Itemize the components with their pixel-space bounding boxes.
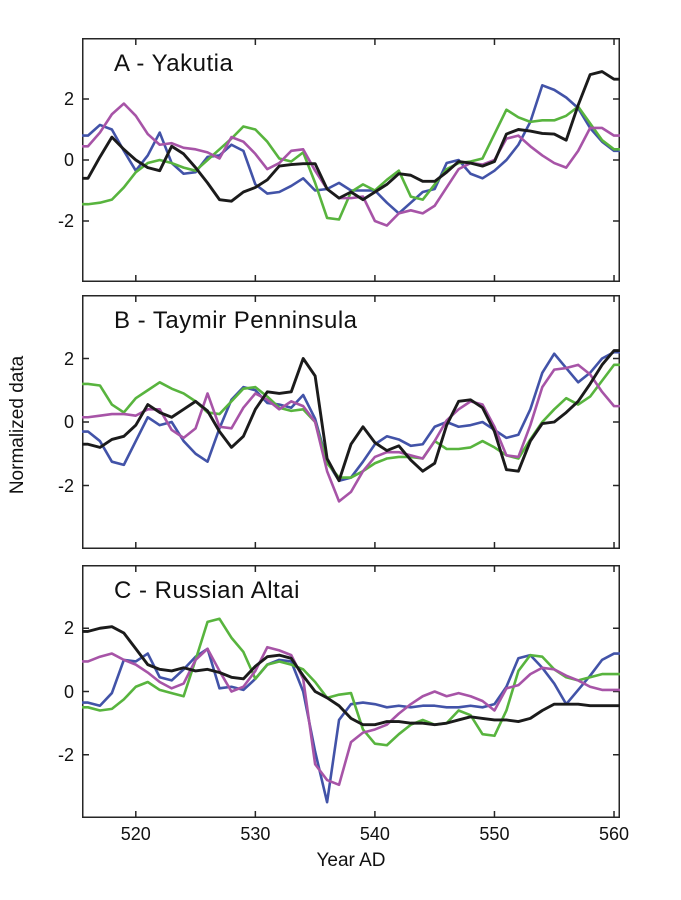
series-magenta-line [82,363,620,503]
panel-spine-box [82,38,620,282]
panel-c: C - Russian Altai [82,565,620,818]
series-blue-line [82,647,620,804]
series-black-line [82,349,620,483]
series-black-line [82,625,620,727]
y-tick-label: 2 [63,89,74,109]
series-magenta-line [82,645,620,787]
x-tick-label: 530 [240,824,271,844]
series-green-line [82,617,620,747]
panel-b-plot [82,295,620,549]
y-tick-label: 0 [63,681,74,702]
panel-c-plot [82,565,620,818]
y-tick-label: 0 [63,412,74,432]
series-magenta-line [82,102,620,227]
x-tick-label: 550 [479,824,510,844]
y-tick-label: 2 [63,348,74,369]
panel-spine-box [82,565,620,818]
panel-a-title: A - Yakutia [114,50,234,77]
y-tick-label: -2 [57,475,74,496]
x-tick-label: 540 [359,824,390,844]
x-tick-label: 560 [598,824,630,844]
panel-b: B - Taymir Penninsula [82,295,620,549]
panel-spine-box [82,295,620,549]
y-tick-label: 2 [63,618,74,639]
x-tick-label: 520 [120,824,151,844]
y-tick-label: 0 [63,150,74,170]
panel-c-title: C - Russian Altai [114,577,300,604]
y-tick-label: -2 [57,744,74,765]
x-axis-label: Year AD [316,850,386,871]
y-axis-label: Normalized data [7,355,28,495]
y-tick-label: -2 [57,211,74,231]
panel-a-plot [82,38,620,282]
series-black-line [82,70,620,203]
panel-a: A - Yakutia [82,38,620,282]
panel-b-title: B - Taymir Penninsula [114,307,358,334]
